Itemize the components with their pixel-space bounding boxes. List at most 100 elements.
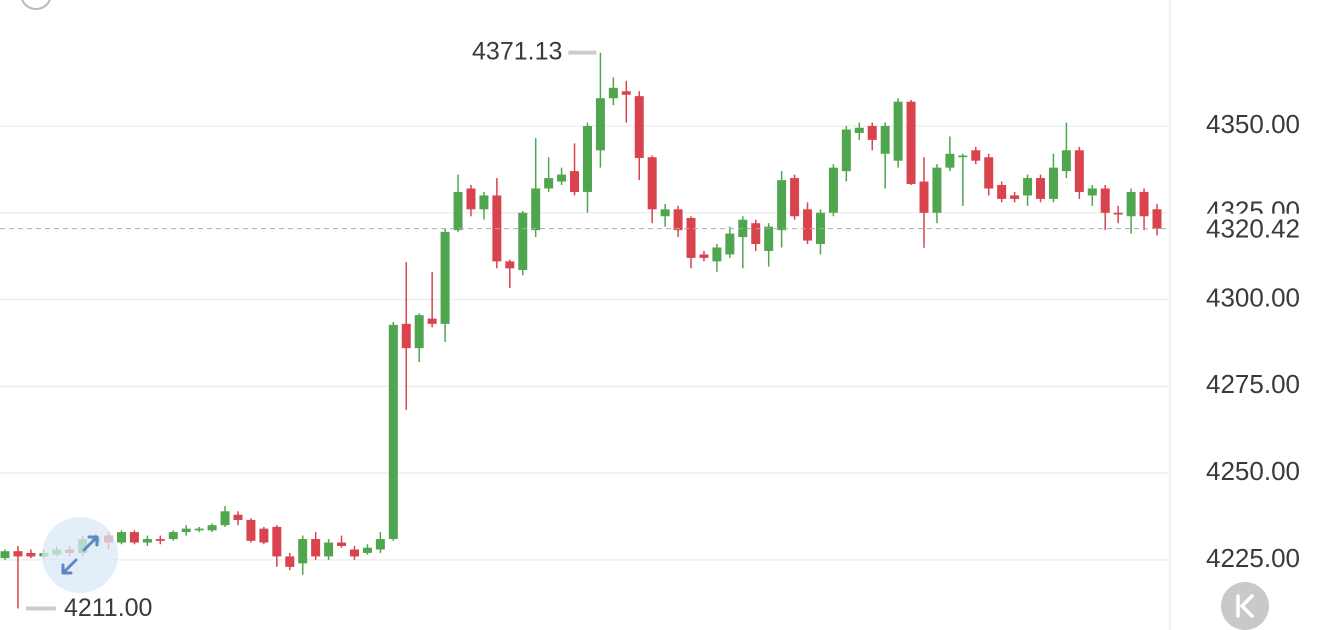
candle-body	[1023, 178, 1033, 196]
candle-body	[634, 96, 644, 158]
zoom-button-bg	[42, 517, 118, 593]
candle-body	[660, 209, 670, 217]
reset-button-bg	[1221, 582, 1269, 630]
y-tick-label: 4275.00	[1206, 369, 1300, 399]
candle-body	[466, 188, 476, 210]
settings-button[interactable]	[21, 0, 51, 10]
candle-body	[582, 126, 592, 192]
y-tick-label: 4350.00	[1206, 109, 1300, 139]
candle-body	[595, 98, 605, 151]
candle-body	[958, 155, 968, 158]
candle-body	[518, 212, 528, 271]
last-price-bg	[1180, 213, 1315, 246]
candle-body	[777, 180, 787, 231]
candle-body	[647, 157, 657, 210]
candle-body	[220, 511, 230, 526]
y-tick-label: 4225.00	[1206, 543, 1300, 573]
candle-body	[1061, 150, 1071, 172]
candle-body	[181, 528, 191, 533]
candle-body	[854, 127, 864, 133]
candle-body	[1074, 150, 1084, 192]
reset-button[interactable]	[1221, 582, 1269, 630]
candle-body	[1048, 167, 1058, 199]
candle-body	[388, 324, 398, 540]
candle-body	[893, 101, 903, 161]
zoom-icon	[61, 535, 99, 575]
candle-body	[932, 167, 942, 213]
candle-body	[971, 150, 981, 161]
candle-body	[168, 532, 178, 540]
candle-body	[285, 556, 295, 567]
candle-body	[997, 185, 1007, 199]
candle-body	[1087, 188, 1097, 196]
zoom-button[interactable]	[42, 517, 118, 593]
candle-body	[401, 323, 411, 349]
candle-body	[246, 519, 256, 541]
candle-body	[608, 87, 618, 99]
candle-body	[259, 528, 269, 543]
candle-body	[790, 178, 800, 217]
candle-body	[751, 223, 761, 245]
candle-body	[272, 526, 282, 557]
candle-body	[621, 91, 631, 95]
candle-body	[1100, 188, 1110, 213]
candle-body	[13, 551, 23, 557]
candle-body	[906, 101, 916, 184]
candle-body	[841, 129, 851, 172]
candle-body	[349, 549, 359, 557]
candle-body	[505, 261, 515, 269]
last-price-label: 4320.42	[1206, 214, 1300, 244]
min-label: 4211.00	[64, 594, 153, 622]
candle-body	[828, 167, 838, 213]
candle-body	[233, 514, 243, 520]
candle-body	[1126, 191, 1136, 217]
candle-body	[1010, 195, 1020, 199]
candle-body	[570, 171, 580, 192]
candle-body	[129, 532, 139, 543]
candle-body	[362, 547, 372, 553]
candle-body	[1152, 209, 1162, 229]
candle-body	[453, 191, 463, 231]
reset-icon	[1236, 594, 1254, 618]
candle-body	[116, 532, 126, 543]
candle-body	[803, 209, 813, 241]
candle-body	[531, 188, 541, 231]
candle-body	[673, 209, 683, 231]
candle-body	[984, 157, 994, 189]
labels: 4225.004250.004275.004300.004325.004350.…	[25, 37, 1315, 622]
y-tick-label: 4300.00	[1206, 282, 1300, 312]
candle-body	[699, 254, 709, 258]
candle-body	[337, 542, 347, 546]
candle-body	[880, 126, 890, 154]
candle-body	[311, 539, 321, 557]
candle-body	[427, 318, 437, 324]
candle-body	[544, 178, 554, 189]
candle-body	[919, 181, 929, 213]
candle-body	[142, 539, 152, 543]
candle-body	[324, 542, 334, 557]
candle-body	[26, 552, 36, 557]
candle-body	[155, 539, 165, 541]
candle-body	[440, 231, 450, 324]
candles	[0, 52, 1168, 609]
candle-body	[194, 528, 204, 531]
candle-body	[207, 525, 217, 531]
candle-body	[557, 174, 567, 182]
candle-body	[725, 233, 735, 255]
candle-body	[298, 539, 308, 564]
candle-body	[414, 315, 424, 349]
candle-body	[375, 539, 385, 550]
candle-body	[1139, 191, 1149, 217]
candle-body	[712, 247, 722, 262]
candle-body	[867, 126, 877, 140]
max-label: 4371.13	[472, 37, 562, 65]
candle-body	[1113, 212, 1123, 215]
candle-body	[479, 195, 489, 210]
candle-body	[0, 551, 10, 559]
candle-body	[686, 217, 696, 258]
candle-body	[1036, 178, 1046, 199]
y-tick-label: 4250.00	[1206, 456, 1300, 486]
candle-body	[945, 153, 955, 168]
